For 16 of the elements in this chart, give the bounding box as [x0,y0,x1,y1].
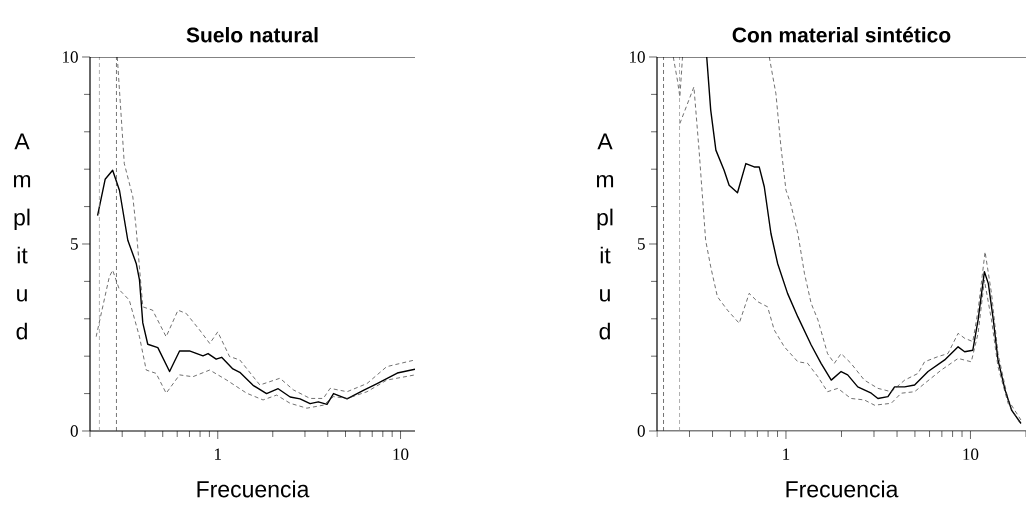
y-tick-label: 10 [630,51,645,63]
x-tick-label: 10 [393,448,409,460]
x-tick-label: 1 [783,448,790,460]
x-axis-title: Frecuencia [197,480,310,498]
y-tick-label: 10 [63,51,78,63]
y-axis-title: A m pl it u d [596,133,614,340]
x-tick-label: 1 [215,448,221,460]
chart-title: Suelo natural [186,27,318,43]
x-axis-title: Frecuencia [786,480,899,498]
y-tick-label: 0 [70,425,78,437]
y-tick-label: 5 [638,238,645,250]
x-tick-label: 10 [963,448,979,460]
y-tick-label: 0 [637,425,645,437]
y-axis-title: A m pl it u d [13,133,31,340]
chart-title: Con material sintético [732,26,951,43]
y-tick-label: 5 [71,238,78,250]
